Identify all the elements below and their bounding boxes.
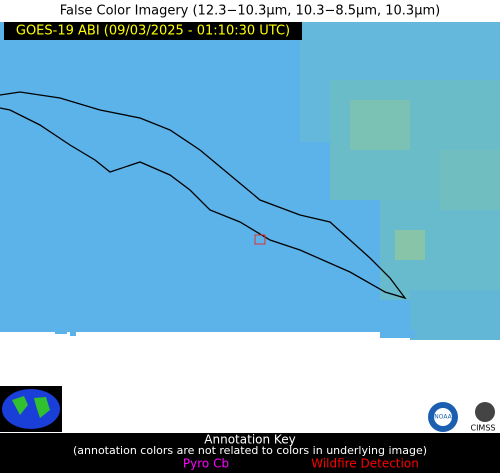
subtitle: GOES-19 ABI (09/03/2025 - 01:10:30 UTC) [16,24,290,39]
annotation-key-title: Annotation Key [204,433,295,447]
annotation-key-note: (annotation colors are not related to co… [73,444,427,457]
noaa-label: NOAA [434,414,452,421]
legend-pyro-cb: Pyro Cb [183,457,229,471]
annotation-key-bar [0,433,500,473]
cimss-logo: CIMSS [470,402,496,433]
cimss-label: CIMSS [470,424,495,433]
title: False Color Imagery (12.3−10.3µm, 10.3−8… [60,4,440,19]
globe-icon [0,386,62,432]
noaa-logo: NOAA [428,402,458,432]
legend-wildfire: Wildfire Detection [311,457,419,471]
subtitle-box [4,22,302,40]
satellite-image [0,22,500,340]
